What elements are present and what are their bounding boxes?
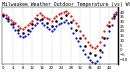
Text: Milwaukee Weather Outdoor Temperature (vs) Wind Chill (Last 24 Hours): Milwaukee Weather Outdoor Temperature (v… (2, 2, 130, 7)
